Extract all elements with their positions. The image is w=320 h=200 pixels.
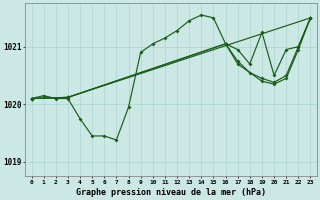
X-axis label: Graphe pression niveau de la mer (hPa): Graphe pression niveau de la mer (hPa) <box>76 188 266 197</box>
